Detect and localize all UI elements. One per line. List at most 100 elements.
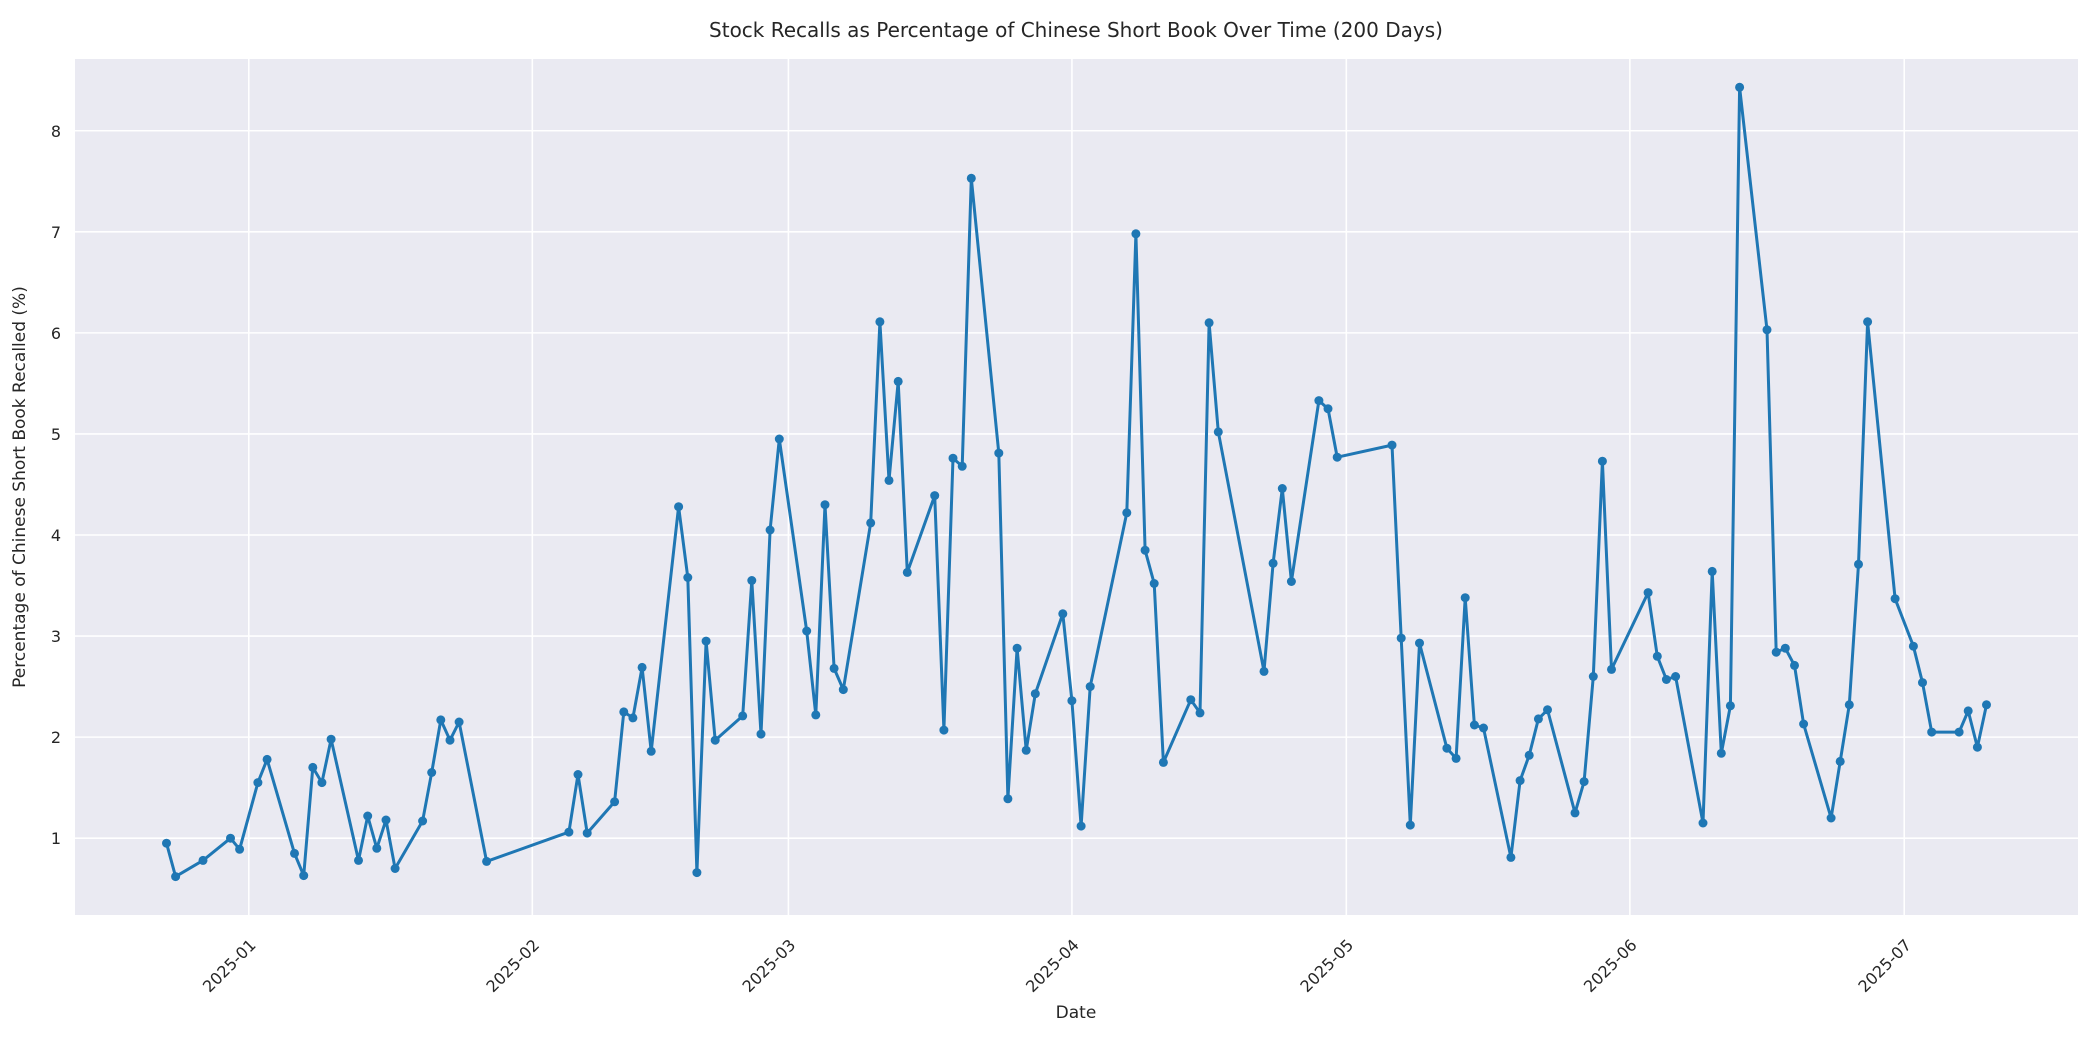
data-point	[262, 754, 272, 764]
data-point	[1076, 821, 1086, 831]
data-point	[171, 872, 181, 882]
data-point	[354, 855, 363, 865]
data-point	[564, 827, 574, 837]
data-point	[1158, 757, 1168, 767]
data-point	[427, 768, 437, 777]
data-point	[1003, 794, 1013, 804]
x-tick-label: 2025-07	[1854, 935, 1915, 996]
data-point	[582, 828, 592, 838]
data-point	[454, 717, 464, 727]
x-tick-label: 2025-03	[739, 935, 800, 996]
x-tick-label: 2025-05	[1296, 935, 1357, 996]
data-point	[1140, 545, 1150, 555]
data-point	[390, 864, 400, 873]
y-tick-label: 8	[51, 122, 61, 141]
data-point	[1588, 672, 1598, 681]
data-point	[610, 797, 620, 807]
data-point	[1972, 742, 1982, 752]
data-point	[1058, 609, 1068, 619]
data-point	[628, 713, 638, 723]
data-point	[1982, 700, 1991, 710]
data-point	[363, 811, 373, 821]
data-point	[1918, 678, 1927, 688]
data-point	[902, 567, 912, 577]
data-point	[701, 636, 711, 646]
data-point	[1570, 808, 1580, 818]
data-point	[1844, 700, 1854, 710]
data-point	[1186, 695, 1196, 705]
y-tick-label: 7	[51, 223, 61, 242]
data-point	[1259, 666, 1269, 676]
data-point	[939, 725, 949, 735]
data-point	[756, 729, 766, 739]
data-point	[619, 707, 629, 717]
data-point	[957, 461, 967, 471]
data-point	[1405, 820, 1415, 830]
data-point	[1085, 682, 1095, 692]
y-tick-label: 5	[51, 425, 61, 444]
data-point	[1799, 719, 1809, 729]
data-point	[829, 663, 839, 673]
data-point	[1533, 714, 1543, 724]
data-point	[1643, 588, 1653, 598]
data-point	[445, 735, 455, 745]
data-point	[1607, 664, 1616, 674]
data-point	[838, 685, 848, 695]
data-point	[1707, 566, 1717, 576]
data-point	[1771, 647, 1781, 657]
x-axis-label: Date	[1056, 1003, 1097, 1023]
data-point	[1460, 593, 1470, 603]
data-point	[966, 173, 976, 183]
data-point	[1725, 701, 1735, 711]
data-point	[1854, 559, 1863, 569]
data-point	[235, 844, 245, 854]
data-point	[1780, 643, 1790, 653]
data-point	[811, 710, 821, 720]
y-tick-label: 4	[51, 526, 61, 545]
data-point	[1268, 558, 1278, 568]
plot-area	[75, 59, 2078, 915]
data-point	[774, 434, 784, 444]
data-point	[1927, 727, 1937, 737]
data-point	[1415, 638, 1424, 648]
y-tick-label: 1	[51, 829, 61, 848]
data-point	[1579, 777, 1589, 787]
data-point	[674, 502, 684, 512]
data-point	[1204, 318, 1214, 328]
data-point	[573, 770, 583, 779]
data-point	[299, 871, 309, 881]
chart-title: Stock Recalls as Percentage of Chinese S…	[709, 18, 1443, 42]
data-point	[290, 848, 299, 858]
data-point	[226, 833, 235, 843]
y-axis-label: Percentage of Chinese Short Book Recalle…	[10, 286, 30, 688]
data-point	[1286, 577, 1296, 586]
data-point	[1908, 641, 1918, 651]
data-point	[1835, 756, 1845, 766]
data-point	[381, 815, 391, 825]
data-point	[930, 491, 940, 501]
x-tick-label: 2025-01	[199, 935, 260, 996]
data-point	[1698, 818, 1708, 828]
y-tick-label: 6	[51, 324, 61, 343]
data-point	[1122, 508, 1132, 518]
data-point	[253, 778, 263, 788]
data-point	[1469, 720, 1479, 730]
data-point	[317, 778, 327, 788]
data-point	[802, 626, 812, 636]
y-tick-label: 2	[51, 728, 61, 747]
data-point	[893, 376, 903, 386]
data-point	[1661, 675, 1671, 684]
data-point	[1213, 427, 1223, 437]
data-point	[1387, 440, 1397, 450]
data-point	[1314, 396, 1324, 406]
data-point	[1277, 484, 1287, 493]
data-point	[884, 475, 894, 485]
data-point	[1735, 82, 1745, 92]
data-point	[1195, 708, 1205, 718]
data-point	[1954, 727, 1964, 737]
data-point	[1149, 579, 1159, 588]
data-point	[1012, 643, 1022, 653]
data-point	[1332, 452, 1342, 462]
